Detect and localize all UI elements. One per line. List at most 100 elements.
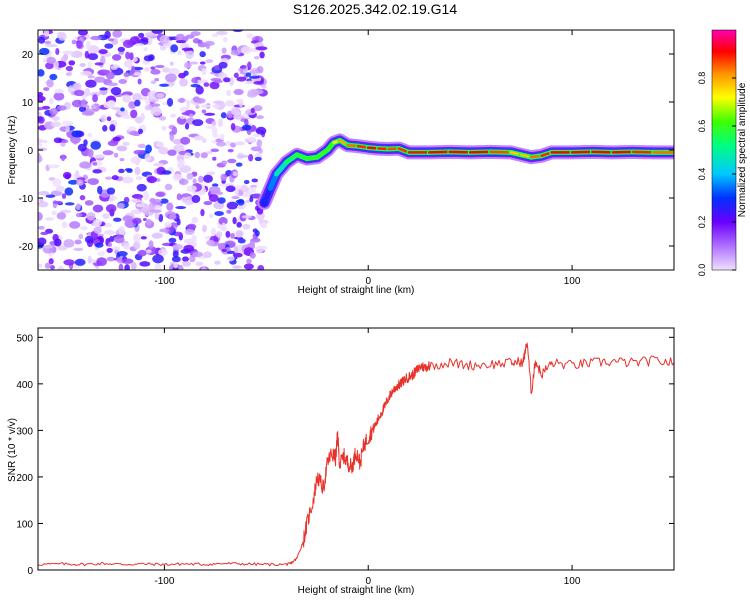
noise-blob: [253, 228, 258, 233]
noise-blob: [76, 203, 81, 210]
noise-blob: [131, 156, 142, 164]
y-tick-label: 100: [16, 519, 33, 530]
colorbar: 0.00.20.40.60.8 Normalized spectral ampl…: [697, 30, 748, 276]
noise-blob: [52, 116, 60, 121]
spectrogram-ylabel: Frequency (Hz): [7, 116, 18, 185]
noise-blob: [132, 218, 142, 224]
y-tick-label: 400: [16, 380, 33, 391]
noise-blob: [37, 116, 44, 124]
noise-blob: [87, 212, 96, 221]
noise-blob: [37, 237, 46, 245]
noise-blob: [88, 178, 99, 185]
noise-blob: [207, 171, 216, 175]
noise-blob: [54, 239, 62, 247]
noise-blob: [253, 134, 261, 137]
noise-blob: [94, 76, 105, 82]
noise-blob: [117, 251, 128, 257]
noise-blob: [39, 191, 50, 195]
ridge-start-point: [260, 199, 268, 207]
noise-blob: [220, 134, 225, 140]
noise-blob: [195, 105, 199, 109]
noise-blob: [256, 127, 266, 135]
noise-blob: [62, 221, 68, 228]
noise-blob: [214, 211, 224, 216]
noise-blob: [140, 113, 144, 121]
noise-blob: [80, 71, 92, 76]
noise-blob: [162, 126, 167, 131]
noise-blob: [96, 257, 107, 266]
noise-blob: [112, 247, 121, 251]
noise-blob: [172, 256, 181, 262]
noise-blob: [112, 107, 121, 110]
x-tick-label: 100: [564, 276, 581, 287]
noise-blob: [185, 201, 191, 205]
noise-blob: [227, 202, 238, 210]
noise-blob: [80, 226, 88, 231]
noise-blob: [109, 124, 115, 131]
noise-blob: [241, 186, 249, 192]
noise-blob: [246, 259, 252, 264]
noise-blob: [254, 56, 260, 60]
colorbar-tick-label: 0.8: [697, 72, 707, 85]
noise-blob: [152, 254, 164, 263]
noise-blob: [55, 48, 59, 55]
noise-blob: [216, 142, 226, 147]
noise-blob: [75, 259, 86, 266]
noise-blob: [38, 37, 45, 44]
noise-blob: [88, 53, 99, 60]
noise-blob: [61, 139, 68, 143]
noise-blob: [252, 179, 259, 183]
noise-blob: [225, 102, 235, 107]
noise-blob: [66, 72, 72, 76]
noise-blob: [123, 40, 134, 48]
noise-blob: [252, 89, 264, 94]
noise-blob: [227, 159, 236, 163]
noise-blob: [152, 27, 163, 34]
snr-ylabel: SNR (10 * v/v): [7, 418, 18, 482]
noise-blob: [210, 148, 219, 152]
noise-blob: [43, 245, 53, 248]
noise-blob: [232, 217, 236, 224]
noise-blob: [246, 33, 253, 38]
noise-blob: [250, 252, 256, 259]
noise-blob: [164, 222, 171, 228]
noise-blob: [118, 226, 124, 235]
noise-blob: [202, 138, 207, 143]
noise-blob: [221, 160, 227, 165]
noise-blob: [85, 88, 91, 97]
noise-blob: [204, 113, 215, 116]
noise-blob: [209, 214, 214, 218]
noise-blob: [169, 214, 177, 220]
noise-blob: [57, 105, 67, 110]
colorbar-tick-label: 0.6: [697, 120, 707, 133]
noise-blob: [186, 99, 190, 107]
noise-blob: [251, 186, 256, 193]
y-tick-label: -10: [19, 194, 34, 205]
noise-blob: [220, 174, 227, 181]
noise-blob: [177, 98, 186, 103]
figure-title: S126.2025.342.02.19.G14: [293, 1, 457, 17]
noise-blob: [134, 100, 140, 107]
noise-blob: [113, 218, 122, 222]
noise-blob: [118, 169, 125, 173]
noise-blob: [211, 228, 216, 236]
noise-blob: [241, 46, 252, 54]
noise-blob: [104, 43, 113, 48]
noise-blob: [209, 186, 221, 194]
y-tick-label: 200: [16, 473, 33, 484]
y-tick-label: 300: [16, 426, 33, 437]
noise-blob: [120, 107, 125, 111]
noise-blob: [179, 78, 188, 86]
noise-blob: [182, 48, 193, 51]
noise-blob: [113, 137, 121, 141]
noise-blob: [36, 112, 42, 117]
noise-blob: [116, 146, 127, 152]
noise-blob: [93, 219, 102, 227]
noise-blob: [34, 96, 46, 102]
noise-blob: [99, 87, 108, 90]
noise-blob: [130, 109, 137, 118]
y-tick-label: 20: [22, 50, 34, 61]
noise-blob: [185, 35, 194, 39]
noise-blob: [104, 31, 111, 39]
noise-blob: [183, 245, 194, 252]
